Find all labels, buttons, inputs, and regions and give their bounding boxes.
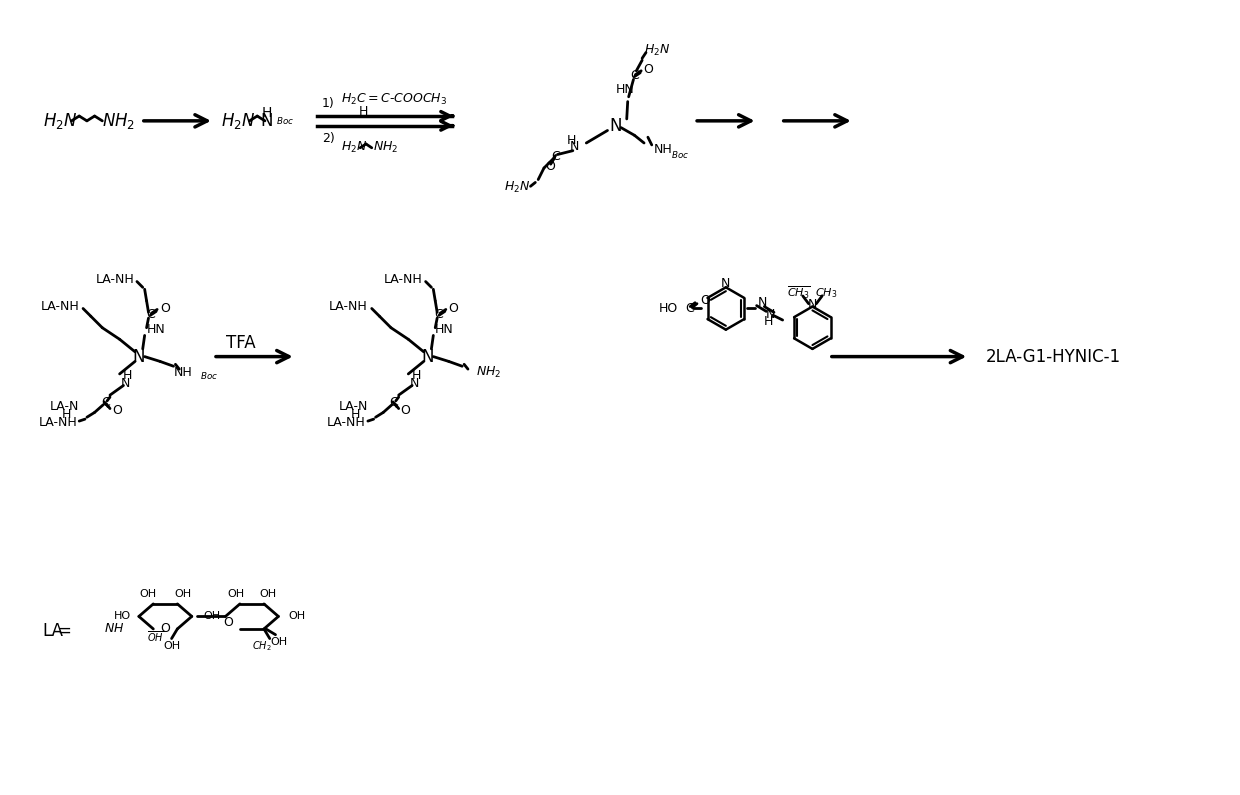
Text: =: = bbox=[57, 622, 71, 640]
Text: OH: OH bbox=[203, 611, 221, 622]
Text: LA-NH: LA-NH bbox=[384, 273, 423, 286]
Text: H: H bbox=[412, 370, 420, 382]
Text: C: C bbox=[389, 396, 398, 409]
Text: N: N bbox=[765, 308, 775, 320]
Text: OH: OH bbox=[288, 611, 305, 622]
Text: $_{Boc}$: $_{Boc}$ bbox=[671, 148, 689, 161]
Text: N: N bbox=[422, 347, 434, 366]
Text: $H_2N$: $H_2N$ bbox=[341, 140, 367, 155]
Text: OH: OH bbox=[270, 638, 288, 647]
Text: H: H bbox=[764, 316, 773, 328]
Text: $NH$: $NH$ bbox=[104, 622, 124, 635]
Text: $H_2C{=}C{\text{-}}COOCH_3$: $H_2C{=}C{\text{-}}COOCH_3$ bbox=[341, 92, 446, 107]
Text: NH: NH bbox=[653, 143, 672, 156]
Text: LA-NH: LA-NH bbox=[38, 416, 77, 429]
Text: LA-N: LA-N bbox=[50, 400, 79, 413]
Text: $H_2N$: $H_2N$ bbox=[42, 111, 77, 131]
Text: TFA: TFA bbox=[226, 334, 255, 352]
Text: NH: NH bbox=[174, 366, 192, 378]
Text: N: N bbox=[722, 277, 730, 290]
Text: LA-NH: LA-NH bbox=[327, 416, 366, 429]
Text: O: O bbox=[401, 404, 410, 417]
Text: $NH_2$: $NH_2$ bbox=[103, 111, 135, 131]
Text: H: H bbox=[358, 105, 367, 118]
Text: LA-NH: LA-NH bbox=[41, 300, 79, 313]
Text: HN: HN bbox=[146, 323, 165, 336]
Text: C: C bbox=[684, 302, 693, 315]
Text: H: H bbox=[262, 107, 272, 120]
Text: HO: HO bbox=[114, 611, 131, 622]
Text: O: O bbox=[699, 294, 709, 308]
Text: $CH_3$: $CH_3$ bbox=[815, 286, 837, 300]
Text: C: C bbox=[551, 150, 560, 163]
Text: N: N bbox=[758, 297, 768, 309]
Text: $_{Boc}$: $_{Boc}$ bbox=[201, 370, 218, 382]
Text: C: C bbox=[630, 69, 639, 82]
Text: O: O bbox=[544, 160, 554, 173]
Text: O: O bbox=[449, 302, 459, 315]
Text: LA-NH: LA-NH bbox=[95, 273, 134, 286]
Text: HN: HN bbox=[615, 83, 634, 95]
Text: 2LA-G1-HYNIC-1: 2LA-G1-HYNIC-1 bbox=[986, 347, 1121, 366]
Text: C: C bbox=[100, 396, 109, 409]
Text: $\overline{CH_3}$: $\overline{CH_3}$ bbox=[787, 285, 811, 301]
Text: N: N bbox=[807, 298, 817, 311]
Text: N: N bbox=[570, 141, 579, 153]
Text: $NH_2$: $NH_2$ bbox=[476, 364, 501, 379]
Text: OH: OH bbox=[175, 589, 192, 599]
Text: OH: OH bbox=[259, 589, 277, 599]
Text: N: N bbox=[260, 112, 273, 130]
Text: LA-NH: LA-NH bbox=[329, 300, 368, 313]
Text: C: C bbox=[435, 308, 444, 320]
Text: OH: OH bbox=[139, 589, 156, 599]
Text: HO: HO bbox=[658, 302, 678, 315]
Text: $H_2N$: $H_2N$ bbox=[221, 111, 255, 131]
Text: N: N bbox=[609, 117, 621, 134]
Text: O: O bbox=[160, 302, 170, 315]
Text: $H_2N$: $H_2N$ bbox=[644, 43, 671, 58]
Text: N: N bbox=[120, 377, 130, 390]
Text: LA: LA bbox=[42, 622, 63, 640]
Text: $_{Boc}$: $_{Boc}$ bbox=[277, 114, 295, 127]
Text: $CH_2$: $CH_2$ bbox=[252, 639, 272, 653]
Text: $H_2N$: $H_2N$ bbox=[505, 180, 531, 195]
Text: H: H bbox=[62, 408, 72, 421]
Text: $NH_2$: $NH_2$ bbox=[373, 140, 398, 155]
Text: O: O bbox=[112, 404, 122, 417]
Text: LA-N: LA-N bbox=[339, 400, 368, 413]
Text: N: N bbox=[409, 377, 419, 390]
Text: H: H bbox=[123, 370, 131, 382]
Text: H: H bbox=[351, 408, 360, 421]
Text: $\overline{OH}$: $\overline{OH}$ bbox=[146, 629, 164, 644]
Text: 2): 2) bbox=[321, 132, 335, 145]
Text: OH: OH bbox=[227, 589, 244, 599]
Text: C: C bbox=[146, 308, 155, 320]
Text: HN: HN bbox=[435, 323, 454, 336]
Text: OH: OH bbox=[162, 642, 180, 651]
Text: 1): 1) bbox=[321, 97, 335, 110]
Text: H: H bbox=[567, 134, 577, 146]
Text: N: N bbox=[133, 347, 145, 366]
Text: O: O bbox=[644, 64, 653, 76]
Text: O: O bbox=[223, 616, 233, 629]
Text: O: O bbox=[160, 622, 170, 635]
